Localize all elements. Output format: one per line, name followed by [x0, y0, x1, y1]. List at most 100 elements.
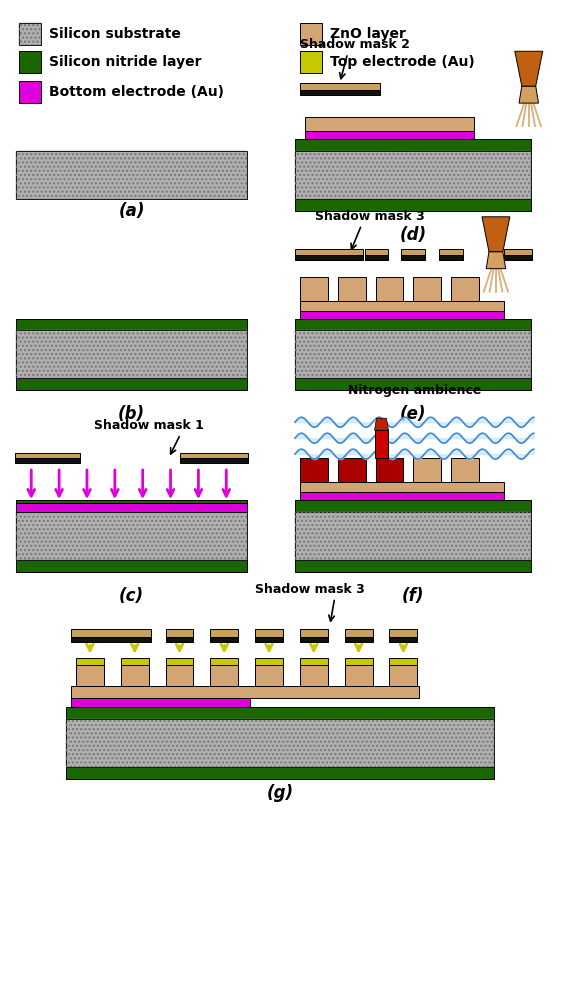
Bar	[439, 255, 463, 260]
Bar	[295, 151, 531, 199]
Bar	[255, 665, 283, 686]
Bar	[295, 500, 531, 512]
Bar	[389, 665, 417, 686]
Bar	[165, 629, 194, 638]
Polygon shape	[515, 51, 542, 86]
Bar	[344, 658, 373, 665]
Bar	[16, 503, 247, 512]
Bar	[389, 658, 417, 665]
Bar	[210, 629, 238, 638]
Bar	[295, 330, 531, 378]
Bar	[300, 458, 328, 482]
Bar	[165, 637, 194, 642]
Bar	[121, 658, 149, 665]
Bar	[305, 117, 474, 131]
Bar	[295, 139, 531, 151]
Bar	[295, 560, 531, 572]
Bar	[210, 658, 238, 665]
Bar	[71, 629, 151, 638]
Bar	[300, 658, 328, 665]
Bar	[402, 249, 425, 257]
Bar	[210, 665, 238, 686]
Bar	[16, 330, 247, 378]
Text: (d): (d)	[399, 226, 426, 244]
Bar	[19, 51, 41, 73]
Bar	[295, 249, 362, 257]
Bar	[344, 629, 373, 638]
Bar	[16, 151, 247, 199]
Bar	[413, 277, 441, 301]
Text: (f): (f)	[402, 587, 424, 605]
Bar	[255, 637, 283, 642]
Bar	[165, 658, 194, 665]
Bar	[76, 665, 104, 686]
Polygon shape	[486, 252, 505, 269]
Bar	[295, 255, 362, 260]
Bar	[451, 277, 479, 301]
Bar	[165, 665, 194, 686]
Bar	[402, 255, 425, 260]
Bar	[16, 378, 247, 390]
Bar	[16, 512, 247, 560]
Bar	[66, 707, 494, 719]
Bar	[504, 255, 532, 260]
Bar	[300, 311, 504, 319]
Bar	[76, 658, 104, 665]
Bar	[19, 23, 41, 45]
Bar	[338, 458, 366, 482]
Text: (b): (b)	[118, 405, 145, 423]
Bar	[181, 453, 248, 460]
Bar	[16, 151, 247, 199]
Text: Silicon substrate: Silicon substrate	[49, 27, 181, 41]
Bar	[66, 767, 494, 779]
Bar	[66, 719, 494, 767]
Bar	[71, 698, 250, 707]
Bar	[181, 458, 248, 463]
Bar	[295, 378, 531, 390]
Text: Bottom electrode (Au): Bottom electrode (Au)	[49, 85, 224, 99]
Bar	[344, 637, 373, 642]
Polygon shape	[519, 86, 539, 103]
Text: Silicon nitride layer: Silicon nitride layer	[49, 55, 201, 69]
Bar	[451, 458, 479, 482]
Bar	[375, 430, 388, 458]
Bar	[375, 458, 403, 482]
Bar	[300, 51, 322, 73]
Bar	[365, 249, 388, 257]
Bar	[295, 512, 531, 560]
Text: (e): (e)	[399, 405, 426, 423]
Text: Shadow mask 3: Shadow mask 3	[255, 583, 365, 596]
Text: (a): (a)	[118, 202, 145, 220]
Text: Shadow mask 3: Shadow mask 3	[315, 210, 425, 223]
Bar	[210, 637, 238, 642]
Bar	[300, 637, 328, 642]
Text: ZnO layer: ZnO layer	[330, 27, 406, 41]
Bar	[300, 492, 504, 500]
Bar	[16, 319, 247, 330]
Bar	[338, 277, 366, 301]
Bar	[300, 23, 322, 45]
Bar	[300, 83, 379, 91]
Bar	[19, 81, 41, 103]
Bar	[16, 330, 247, 378]
Bar	[305, 131, 474, 139]
Text: Shadow mask 2: Shadow mask 2	[300, 38, 410, 51]
Bar	[375, 277, 403, 301]
Text: Shadow mask 1: Shadow mask 1	[94, 419, 204, 432]
Bar	[300, 277, 328, 301]
Bar	[121, 665, 149, 686]
Bar	[295, 199, 531, 211]
Text: (g): (g)	[266, 784, 293, 802]
Bar	[16, 500, 247, 512]
Bar	[300, 482, 504, 492]
Bar	[300, 629, 328, 638]
Bar	[71, 686, 419, 698]
Polygon shape	[482, 217, 510, 252]
Bar	[16, 560, 247, 572]
Bar	[15, 458, 80, 463]
Bar	[255, 658, 283, 665]
Bar	[300, 665, 328, 686]
Bar	[19, 23, 41, 45]
Polygon shape	[375, 418, 388, 430]
Bar	[413, 458, 441, 482]
